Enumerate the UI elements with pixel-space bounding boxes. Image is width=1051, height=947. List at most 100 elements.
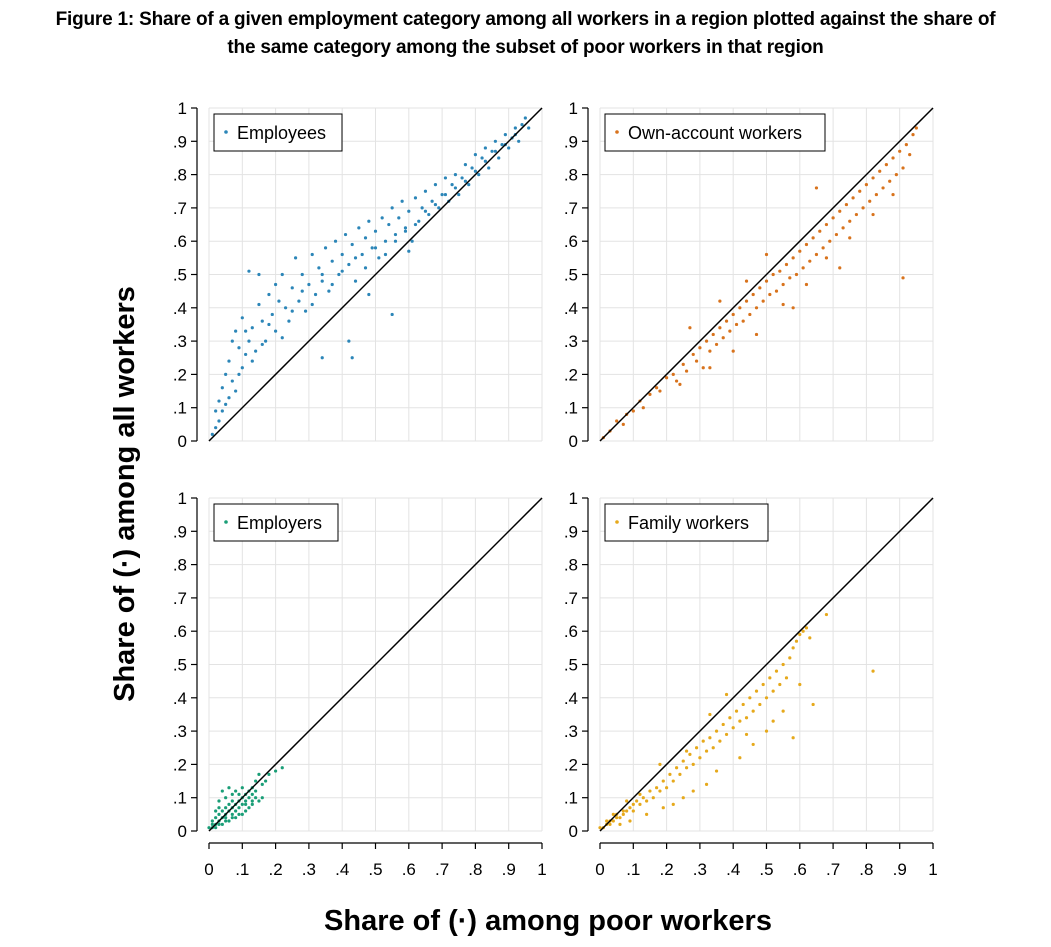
scatter-point: [658, 762, 662, 767]
scatter-point: [240, 802, 244, 806]
x-tick-label: .7: [826, 860, 840, 879]
scatter-point: [698, 756, 702, 760]
scatter-point: [217, 799, 221, 803]
scatter-point: [761, 682, 765, 687]
scatter-point: [463, 163, 468, 167]
scatter-point: [234, 329, 238, 333]
scatter-point: [901, 276, 905, 280]
scatter-point: [403, 229, 408, 233]
scatter-point: [333, 239, 338, 243]
y-tick-label: .7: [173, 589, 187, 608]
scatter-point: [738, 756, 742, 760]
scatter-point: [293, 256, 298, 260]
scatter-point: [320, 272, 324, 277]
scatter-point: [655, 786, 659, 790]
scatter-point: [274, 769, 278, 773]
scatter-point: [483, 146, 487, 150]
x-tick-label: 0: [595, 860, 604, 879]
scatter-point: [227, 359, 231, 363]
y-tick-label: .1: [564, 399, 578, 418]
scatter-point: [407, 209, 411, 213]
y-tick-label: 1: [569, 99, 578, 118]
y-tick-label: .9: [564, 522, 578, 541]
scatter-point: [383, 239, 388, 243]
x-tick-label: .8: [468, 860, 482, 879]
scatter-point: [363, 236, 368, 240]
scatter-point: [701, 366, 705, 370]
scatter-point: [443, 192, 448, 197]
scatter-point: [798, 682, 802, 687]
scatter-point: [778, 682, 782, 687]
x-tick-label: .6: [402, 860, 416, 879]
scatter-point: [227, 802, 231, 806]
scatter-point: [751, 742, 755, 747]
scatter-point: [908, 153, 912, 157]
scatter-point: [207, 826, 211, 830]
scatter-point: [234, 816, 238, 820]
scatter-point: [267, 322, 271, 327]
scatter-point: [848, 219, 852, 223]
y-tick-label: .7: [173, 199, 187, 218]
scatter-point: [420, 206, 424, 210]
figure-title: Figure 1: Share of a given employment ca…: [0, 6, 1051, 62]
scatter-point: [357, 226, 361, 230]
scatter-point: [858, 189, 862, 193]
scatter-point: [655, 386, 659, 390]
y-tick-label: .8: [173, 166, 187, 185]
scatter-point: [317, 266, 321, 270]
scatter-point: [390, 206, 394, 210]
scatter-point: [363, 266, 368, 270]
reference-line: [599, 107, 934, 442]
scatter-point: [681, 362, 685, 367]
scatter-point: [804, 242, 809, 247]
scatter-point: [520, 123, 524, 127]
scatter-point: [493, 149, 497, 153]
scatter-point: [320, 279, 324, 283]
scatter-point: [260, 319, 264, 323]
scatter-point: [214, 816, 218, 820]
scatter-point: [798, 632, 802, 637]
scatter-point: [851, 196, 855, 200]
scatter-point: [250, 792, 254, 796]
x-tick-label: .1: [626, 860, 640, 879]
x-tick-label: .1: [235, 860, 249, 879]
scatter-point: [244, 352, 248, 357]
legend-marker: [224, 520, 228, 524]
scatter-point: [748, 696, 752, 700]
scatter-point: [240, 366, 244, 370]
scatter-point: [480, 156, 484, 160]
legend-marker: [615, 130, 619, 134]
scatter-point: [731, 726, 735, 730]
scatter-point: [244, 329, 248, 333]
scatter-point: [274, 329, 278, 333]
scatter-point: [523, 116, 527, 120]
scatter-point: [240, 316, 244, 320]
scatter-point: [848, 236, 852, 240]
scatter-point: [257, 772, 261, 776]
scatter-point: [214, 809, 218, 813]
scatter-point: [611, 819, 615, 823]
x-tick-label: .3: [302, 860, 316, 879]
scatter-point: [380, 216, 384, 220]
y-tick-label: .8: [564, 166, 578, 185]
scatter-point: [814, 186, 819, 190]
scatter-point: [684, 369, 689, 373]
scatter-point: [430, 199, 434, 203]
scatter-point: [708, 349, 712, 353]
scatter-point: [287, 319, 291, 323]
scatter-point: [433, 182, 438, 187]
scatter-point: [721, 722, 725, 727]
scatter-point: [244, 802, 248, 806]
scatter-point: [768, 292, 772, 297]
scatter-point: [625, 809, 629, 813]
scatter-point: [470, 166, 474, 170]
scatter-point: [738, 306, 742, 310]
scatter-point: [260, 796, 264, 800]
scatter-point: [861, 206, 865, 210]
scatter-point: [891, 192, 895, 197]
scatter-point: [227, 396, 231, 400]
scatter-point: [217, 419, 221, 423]
scatter-point: [758, 286, 762, 290]
scatter-point: [694, 359, 699, 363]
scatter-point: [714, 769, 719, 773]
